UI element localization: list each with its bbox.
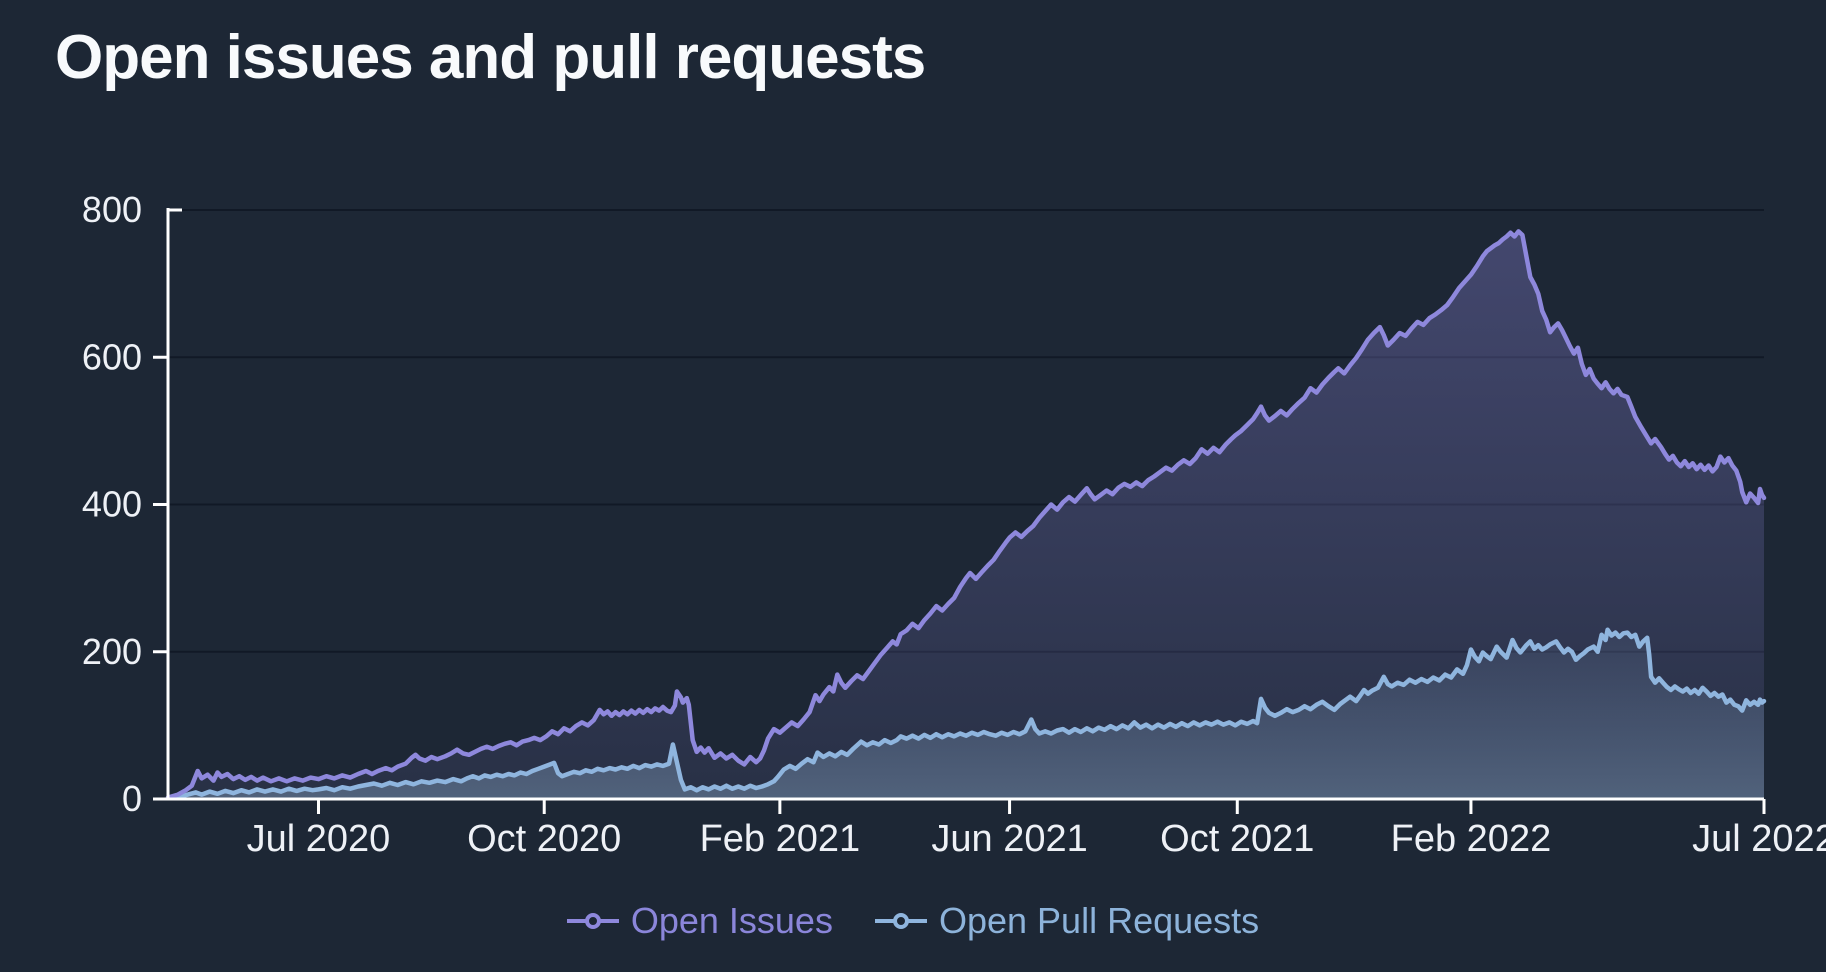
- legend-item-open-pull-requests[interactable]: Open Pull Requests: [874, 900, 1260, 942]
- open-issues-area: [168, 231, 1764, 799]
- y-tick-label-0: 0: [122, 778, 142, 819]
- x-tick-label-jul-2022: Jul 2022: [1692, 818, 1826, 860]
- y-tick-label-600: 600: [82, 336, 142, 377]
- legend-label-open-issues: Open Issues: [630, 900, 833, 941]
- open-pull-requests-area: [168, 629, 1764, 799]
- y-tick-label-400: 400: [82, 484, 142, 525]
- x-tick-label-oct-2021: Oct 2021: [1160, 818, 1314, 860]
- x-tick-label-jun-2021: Jun 2021: [931, 818, 1087, 860]
- x-tick-label-feb-2021: Feb 2021: [700, 818, 861, 860]
- open-issues-marker-icon: [566, 913, 619, 929]
- page-title: Open issues and pull requests: [55, 23, 926, 92]
- open-pull-requests-marker-icon: [874, 913, 927, 929]
- y-tick-label-200: 200: [82, 631, 142, 672]
- open-pull-requests-line: [165, 627, 1767, 801]
- x-tick-label-feb-2022: Feb 2022: [1391, 818, 1552, 860]
- legend-item-open-issues[interactable]: Open Issues: [566, 900, 833, 942]
- chart-legend: Open Issues Open Pull Requests: [0, 900, 1826, 942]
- open-issues-line: [165, 229, 1767, 800]
- x-tick-label-oct-2020: Oct 2020: [467, 818, 621, 860]
- y-tick-label-800: 800: [82, 189, 142, 230]
- x-tick-label-jul-2020: Jul 2020: [247, 818, 391, 860]
- legend-label-open-pull-requests: Open Pull Requests: [938, 900, 1260, 941]
